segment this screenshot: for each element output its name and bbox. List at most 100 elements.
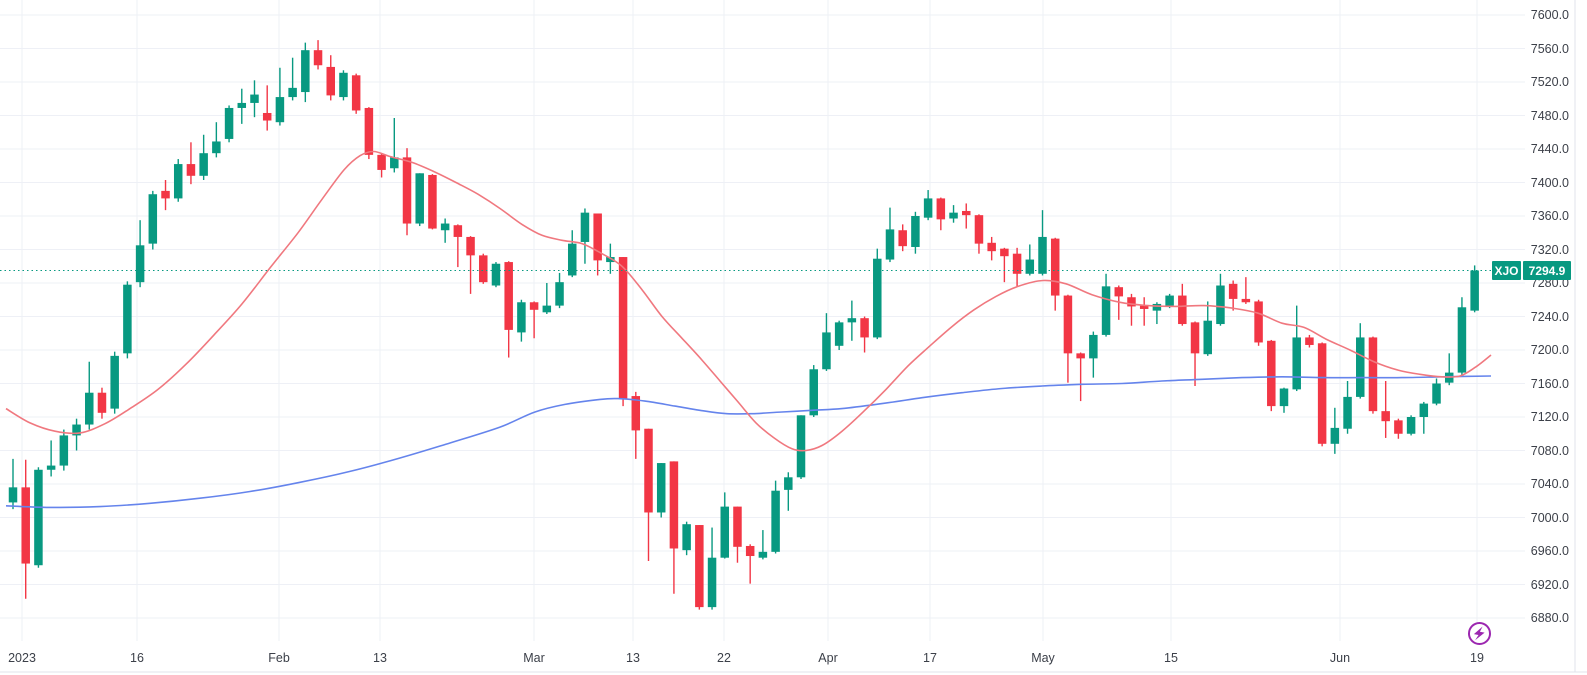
price-tick-label: 7320.0 [1530,242,1569,257]
candle-body [1343,396,1352,429]
candle-down [644,428,653,562]
symbol-label: XJO [1492,261,1521,281]
candle-down [1178,283,1187,326]
candle-up [123,281,132,359]
candle-down [1381,380,1390,438]
candle-body [834,322,844,346]
candle-up [796,415,806,479]
candle-body [8,487,18,503]
candle-down [21,459,30,599]
candle-up [1279,387,1289,413]
candle-up [771,480,780,554]
candle-down [898,224,907,252]
candle-body [301,50,310,93]
candle-up [784,472,793,511]
candle-up [1470,265,1479,313]
candle-body [758,551,768,558]
candle-body [555,282,564,306]
candle-up [873,248,882,340]
candle-body [885,229,895,260]
candle-down [161,179,170,211]
candle-down [97,387,107,419]
time-tick-label: Mar [523,651,545,665]
candle-body [682,524,691,551]
candle-up [1406,415,1416,436]
candle-body [1012,253,1022,274]
candle-up [301,42,310,103]
candle-up [1330,407,1340,454]
candle-body [1076,353,1085,359]
candle-body [1381,411,1390,422]
candle-body [250,94,259,103]
candle-body [707,557,717,608]
ma-fast-line [5,150,1492,452]
vertical-gridlines [21,0,1478,641]
candle-down [1368,336,1378,414]
candle-down [262,85,272,131]
candle-body [796,415,806,478]
candle-up [1216,273,1225,326]
candle-body [1279,388,1289,407]
candle-down [377,153,386,178]
candle-down [1228,280,1238,311]
candle-down [402,148,412,236]
candle-body [161,190,170,199]
price-tick-label: 7200.0 [1530,343,1569,357]
candle-up [822,313,831,371]
candle-down [326,55,335,101]
candle-up [440,218,450,243]
candle-body [148,194,158,244]
candle-body [224,107,234,139]
candle-body [428,174,437,229]
candle-down [733,506,742,563]
candle-body [644,428,653,513]
candle-body [110,355,119,409]
candle-body [529,302,539,310]
candle-up [59,429,69,471]
price-tick-label: 7080.0 [1530,443,1569,458]
candle-body [656,463,666,513]
candle-body [262,112,272,121]
candle-body [313,50,323,66]
candle-up [288,57,297,101]
candle-up [1356,323,1365,399]
candle-body [85,392,94,425]
candle-body [1127,297,1136,307]
candle-body [517,302,526,333]
candle-up [682,521,691,556]
candle-down [1394,418,1403,439]
candle-body [1432,383,1441,404]
lightning-bolt-button[interactable] [1467,621,1491,645]
candle-down [1139,297,1149,326]
candle-up [339,70,348,101]
candle-down [1267,339,1276,412]
time-tick-label: May [1031,651,1055,665]
candle-down [987,236,996,261]
candle-body [1038,236,1047,274]
candle-body [1305,337,1314,345]
candle-down [1000,247,1009,283]
candle-down [1076,352,1085,402]
candle-body [479,255,488,283]
price-tick-label: 7400.0 [1530,175,1569,190]
candle-down [593,213,602,276]
candle-up [1203,301,1212,356]
candle-down [669,461,679,594]
candle-body [440,223,450,231]
candle-body [1406,417,1416,434]
candle-down [1012,247,1022,287]
candle-body [733,506,742,547]
candle-up [85,361,94,430]
candle-up [885,207,895,263]
candle-up [758,530,768,560]
candle-body [212,141,221,154]
candle-down [1063,294,1073,383]
candle-down [745,544,755,584]
candle-body [275,97,285,123]
candle-up [542,283,552,314]
time-tick-label: 13 [373,651,387,665]
price-tick-label: 7160.0 [1530,376,1569,391]
candle-body [860,318,869,338]
